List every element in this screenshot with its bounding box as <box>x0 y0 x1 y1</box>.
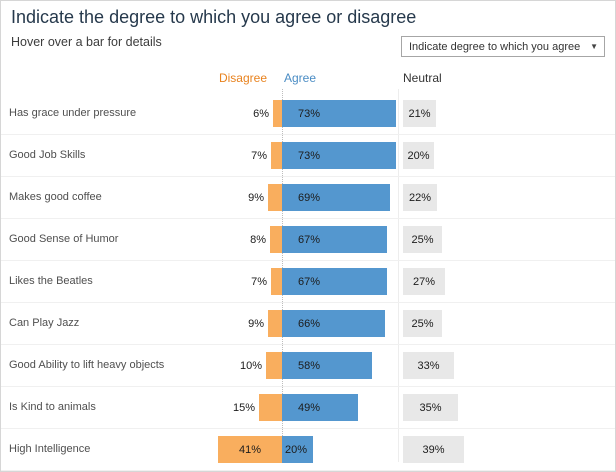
disagree-bar[interactable] <box>259 394 282 421</box>
neutral-column-divider <box>398 89 399 462</box>
agree-bar[interactable] <box>282 268 387 295</box>
chevron-down-icon: ▼ <box>590 42 598 51</box>
neutral-bar[interactable] <box>403 310 442 337</box>
neutral-bar[interactable] <box>403 184 437 211</box>
disagree-value-label: 9% <box>248 317 264 330</box>
neutral-value-label: 20% <box>407 149 430 162</box>
agree-value-label: 67% <box>298 233 321 246</box>
dropdown-selected-value: Indicate degree to which you agree <box>409 40 581 53</box>
agree-bar[interactable] <box>282 352 372 379</box>
agree-bar[interactable] <box>282 436 313 463</box>
chart-rows: Has grace under pressure 6% 73% 21% Good Job… <box>1 93 615 471</box>
disagree-value-label: 41% <box>238 443 262 456</box>
column-header-neutral: Neutral <box>403 71 442 85</box>
disagree-value-label: 15% <box>232 401 255 414</box>
page-subtitle: Hover over a bar for details <box>11 35 162 49</box>
agree-bar[interactable] <box>282 184 390 211</box>
chart-row: Can Play Jazz 9% 66% 25% <box>1 303 615 345</box>
disagree-bar[interactable] <box>270 226 282 253</box>
disagree-value-label: 7% <box>251 275 267 288</box>
agree-value-label: 58% <box>298 359 321 372</box>
neutral-bar[interactable] <box>403 352 454 379</box>
agree-bar[interactable] <box>282 142 396 169</box>
agree-bar[interactable] <box>282 394 358 421</box>
category-label: Can Play Jazz <box>9 317 80 330</box>
neutral-bar[interactable] <box>403 226 442 253</box>
category-label: Good Ability to lift heavy objects <box>9 359 165 372</box>
neutral-value-label: 35% <box>419 401 442 414</box>
neutral-value-label: 27% <box>412 275 436 288</box>
agree-value-label: 69% <box>298 191 321 204</box>
chart-row: Is Kind to animals 15% 49% 35% <box>1 387 615 429</box>
chart-row: Makes good coffee 9% 69% 22% <box>1 177 615 219</box>
disagree-bar[interactable] <box>271 268 282 295</box>
chart-row: Good Job Skills 7% 73% 20% <box>1 135 615 177</box>
disagree-value-label: 7% <box>251 149 267 162</box>
disagree-bar[interactable] <box>266 352 282 379</box>
neutral-value-label: 33% <box>417 359 440 372</box>
agree-bar[interactable] <box>282 310 385 337</box>
agree-value-label: 20% <box>285 443 308 456</box>
neutral-bar[interactable] <box>403 268 445 295</box>
neutral-bar[interactable] <box>403 142 434 169</box>
neutral-bar[interactable] <box>403 100 436 127</box>
disagree-bar[interactable] <box>268 310 282 337</box>
neutral-value-label: 21% <box>408 107 431 120</box>
chart-row: Has grace under pressure 6% 73% 21% <box>1 93 615 135</box>
agree-value-label: 73% <box>298 149 321 162</box>
category-label: Good Job Skills <box>9 149 86 162</box>
disagree-value-label: 10% <box>239 359 262 372</box>
agree-value-label: 67% <box>298 275 321 288</box>
disagree-bar[interactable] <box>268 184 282 211</box>
neutral-value-label: 25% <box>411 317 434 330</box>
column-header-agree: Agree <box>284 71 317 85</box>
category-label: Has grace under pressure <box>9 107 137 120</box>
agree-bar[interactable] <box>282 226 387 253</box>
category-label: High Intelligence <box>9 443 91 456</box>
agree-value-label: 73% <box>298 107 321 120</box>
disagree-value-label: 9% <box>248 191 264 204</box>
neutral-value-label: 22% <box>408 191 432 204</box>
disagree-value-label: 8% <box>250 233 266 246</box>
disagree-value-label: 6% <box>253 107 269 120</box>
category-label: Good Sense of Humor <box>9 233 119 246</box>
chart-row: High Intelligence 41% 20% 39% <box>1 429 615 471</box>
neutral-bar[interactable] <box>403 436 464 463</box>
column-header-disagree: Disagree <box>218 71 267 85</box>
disagree-bar[interactable] <box>273 100 282 127</box>
category-label: Makes good coffee <box>9 191 102 204</box>
agree-value-label: 66% <box>298 317 321 330</box>
page-title: Indicate the degree to which you agree o… <box>11 7 417 27</box>
category-label: Is Kind to animals <box>9 401 96 414</box>
chart-row: Likes the Beatles 7% 67% 27% <box>1 261 615 303</box>
disagree-bar[interactable] <box>218 436 282 463</box>
neutral-value-label: 39% <box>422 443 445 456</box>
chart-row: Good Ability to lift heavy objects 10% 58%… <box>1 345 615 387</box>
chart-row: Good Sense of Humor 8% 67% 25% <box>1 219 615 261</box>
agree-value-label: 49% <box>298 401 321 414</box>
agree-bar[interactable] <box>282 100 396 127</box>
neutral-value-label: 25% <box>411 233 434 246</box>
neutral-bar[interactable] <box>403 394 458 421</box>
view-selector-dropdown[interactable]: Indicate degree to which you agree ▼ <box>401 36 605 57</box>
category-label: Likes the Beatles <box>9 275 93 288</box>
column-headers: Disagree Agree Neutral <box>1 71 615 89</box>
disagree-bar[interactable] <box>271 142 282 169</box>
